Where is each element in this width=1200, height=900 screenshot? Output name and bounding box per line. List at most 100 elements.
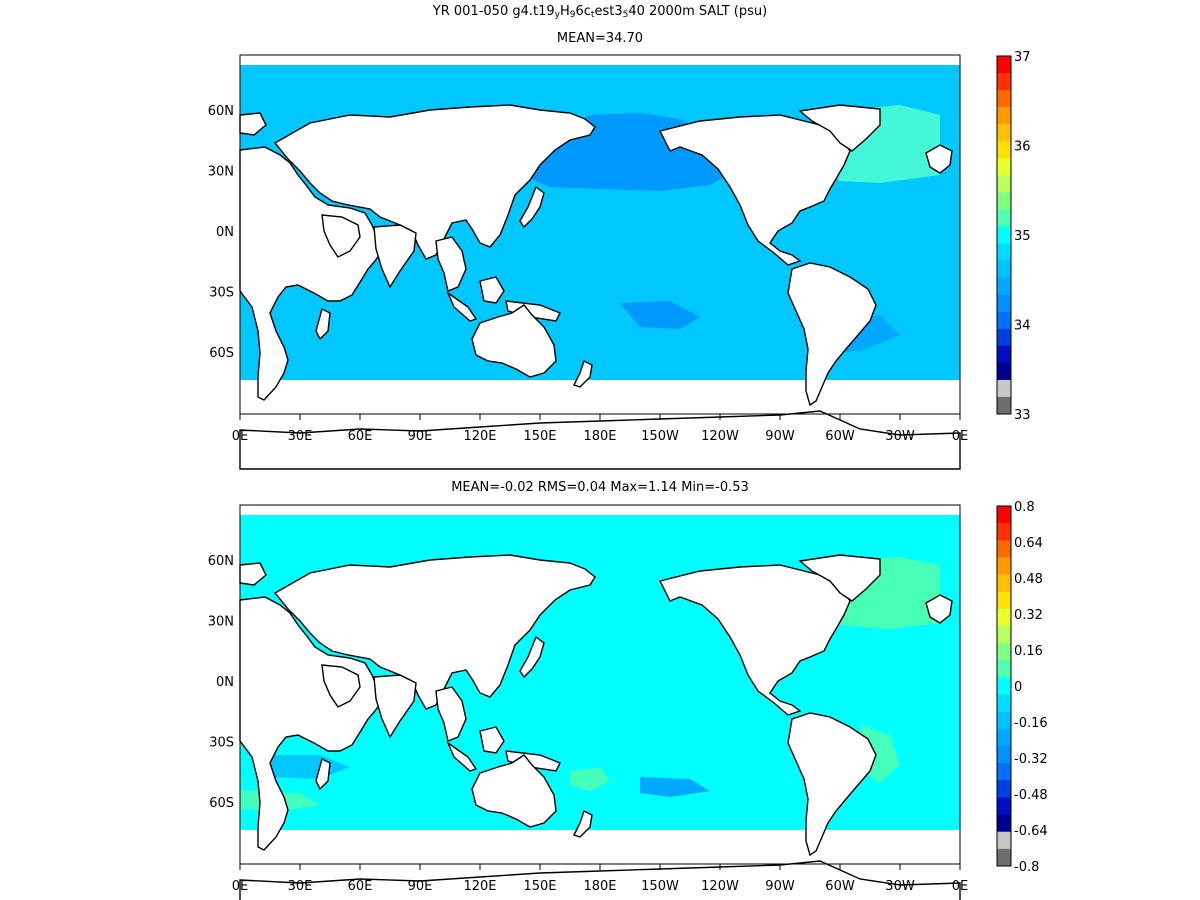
top-colorbar: 37 36 35 34 33 xyxy=(996,50,1031,423)
colorbar-swatch xyxy=(997,90,1011,108)
colorbar-swatch xyxy=(997,574,1011,593)
bottom-panel-subtitle: MEAN=-0.02 RMS=0.04 Max=1.14 Min=-0.53 xyxy=(451,480,749,495)
top-panel-title: YR 001-050 g4.t19yH96ctest3540 2000m SAL… xyxy=(432,4,768,20)
lon-tick-label: 150W xyxy=(641,879,679,894)
colorbar-frame xyxy=(996,55,1012,415)
lon-tick-label: 150E xyxy=(523,429,556,444)
lon-tick-label: 120E xyxy=(463,429,496,444)
bottom-lat-tick-labels: 60N 30N 0N 30S 60S xyxy=(208,554,234,811)
colorbar-swatch xyxy=(997,192,1011,210)
colorbar-swatch xyxy=(997,677,1011,696)
colorbar-swatch xyxy=(997,107,1011,125)
colorbar-swatch xyxy=(997,73,1011,91)
lat-tick-label: 30S xyxy=(209,286,234,301)
lon-tick-label: 0E xyxy=(952,429,969,444)
lon-tick-label: 120W xyxy=(701,429,739,444)
colorbar-label: -0.8 xyxy=(1014,860,1039,875)
colorbar-swatch xyxy=(997,175,1011,193)
lat-tick-label: 30N xyxy=(208,165,234,180)
lat-tick-label: 0N xyxy=(216,225,234,240)
colorbar-swatch xyxy=(997,763,1011,781)
lat-tick-label: 60S xyxy=(209,796,234,811)
colorbar-swatch xyxy=(997,797,1011,816)
colorbar-swatch xyxy=(997,523,1011,541)
bottom-colorbar: 0.8 0.64 0.48 0.32 0.16 0 -0.16 -0.32 -0.48 -0.64… xyxy=(996,500,1048,875)
colorbar-swatch xyxy=(997,124,1011,142)
colorbar-swatch xyxy=(997,746,1011,764)
colorbar-swatch xyxy=(997,848,1011,867)
colorbar-swatch xyxy=(997,56,1011,74)
lat-tick-label: 60N xyxy=(208,554,234,569)
colorbar-frame xyxy=(996,505,1012,867)
lon-tick-label: 0E xyxy=(232,429,249,444)
colorbar-swatch xyxy=(997,626,1011,644)
colorbar-swatch xyxy=(997,311,1011,330)
colorbar-swatch xyxy=(997,379,1011,398)
lat-tick-label: 60N xyxy=(208,104,234,119)
colorbar-swatch xyxy=(997,277,1011,296)
lon-tick-label: 0E xyxy=(232,879,249,894)
colorbar-label: -0.16 xyxy=(1014,716,1048,731)
colorbar-swatch xyxy=(997,711,1011,730)
colorbar-label: 0.16 xyxy=(1014,644,1043,659)
top-map-south-pacific-fresh xyxy=(620,301,700,329)
bottom-map xyxy=(239,504,961,900)
colorbar-swatch xyxy=(997,396,1011,415)
lon-tick-label: 60E xyxy=(348,879,373,894)
colorbar-swatch xyxy=(997,608,1011,627)
lon-tick-label: 90E xyxy=(408,879,433,894)
colorbar-label: -0.48 xyxy=(1014,788,1048,803)
colorbar-swatch xyxy=(997,506,1011,524)
top-map xyxy=(239,54,961,470)
lon-tick-label: 30W xyxy=(885,429,915,444)
colorbar-swatch xyxy=(997,141,1011,159)
colorbar-label: 0.48 xyxy=(1014,572,1043,587)
lon-tick-label: 90E xyxy=(408,429,433,444)
lon-tick-label: 90W xyxy=(765,429,795,444)
colorbar-label: 35 xyxy=(1014,229,1031,244)
colorbar-swatch xyxy=(997,158,1011,176)
lon-tick-label: 0E xyxy=(952,879,969,894)
lon-tick-label: 60W xyxy=(825,429,855,444)
colorbar-swatch xyxy=(997,345,1011,364)
colorbar-swatch xyxy=(997,362,1011,381)
colorbar-label: 0 xyxy=(1014,680,1022,695)
colorbar-swatch xyxy=(997,591,1011,610)
colorbar-swatch xyxy=(997,294,1011,313)
colorbar-swatch xyxy=(997,260,1011,279)
colorbar-label: 0.32 xyxy=(1014,608,1043,623)
lon-tick-label: 30E xyxy=(288,879,313,894)
colorbar-label: -0.32 xyxy=(1014,752,1048,767)
colorbar-swatch xyxy=(997,831,1011,850)
colorbar-swatch xyxy=(997,209,1011,227)
colorbar-swatch xyxy=(997,540,1011,558)
top-panel-subtitle: MEAN=34.70 xyxy=(556,31,644,46)
lon-tick-label: 180E xyxy=(583,429,616,444)
lat-tick-label: 30N xyxy=(208,615,234,630)
lat-tick-label: 60S xyxy=(209,346,234,361)
lon-tick-label: 180E xyxy=(583,879,616,894)
colorbar-swatch xyxy=(997,694,1011,713)
lat-tick-label: 30S xyxy=(209,736,234,751)
top-lat-tick-labels: 60N 30N 0N 30S 60S xyxy=(208,104,234,361)
lon-tick-label: 30E xyxy=(288,429,313,444)
lon-tick-label: 60W xyxy=(825,879,855,894)
colorbar-label: 34 xyxy=(1014,319,1031,334)
lon-tick-label: 90W xyxy=(765,879,795,894)
colorbar-swatch xyxy=(997,660,1011,678)
colorbar-label: 0.64 xyxy=(1014,536,1043,551)
colorbar-swatch xyxy=(997,780,1011,798)
bottom-lon-tick-labels: 0E 30E 60E 90E 120E 150E 180E 150W 120W 90W 60W 30W… xyxy=(232,864,969,894)
colorbar-swatch xyxy=(997,226,1011,245)
lat-tick-label: 0N xyxy=(216,675,234,690)
colorbar-swatch xyxy=(997,728,1011,747)
colorbar-swatch xyxy=(997,643,1011,661)
colorbar-label: 0.8 xyxy=(1014,500,1035,515)
colorbar-label: 36 xyxy=(1014,140,1031,155)
colorbar-label: -0.64 xyxy=(1014,824,1048,839)
colorbar-swatch xyxy=(997,328,1011,347)
colorbar-label: 37 xyxy=(1014,50,1031,65)
colorbar-swatch xyxy=(997,557,1011,576)
colorbar-swatch xyxy=(997,814,1011,833)
